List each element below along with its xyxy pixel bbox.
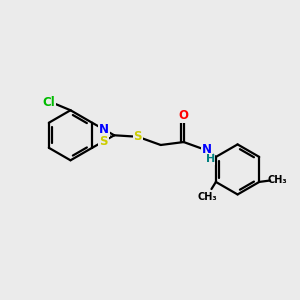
Text: CH₃: CH₃ (197, 192, 217, 202)
Text: Cl: Cl (42, 96, 55, 110)
Text: N: N (202, 142, 212, 156)
Text: H: H (206, 154, 215, 164)
Text: O: O (179, 109, 189, 122)
Text: N: N (99, 123, 109, 136)
Text: CH₃: CH₃ (267, 176, 287, 185)
Text: S: S (134, 130, 142, 143)
Text: S: S (99, 135, 108, 148)
